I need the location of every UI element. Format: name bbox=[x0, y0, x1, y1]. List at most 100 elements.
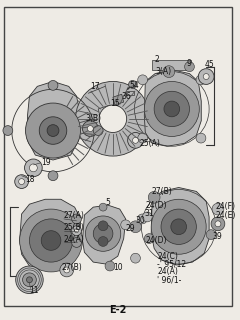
Circle shape bbox=[144, 234, 154, 244]
Circle shape bbox=[105, 261, 115, 271]
Text: 9: 9 bbox=[186, 59, 192, 68]
Circle shape bbox=[24, 159, 42, 177]
Bar bbox=[126, 91, 133, 95]
Polygon shape bbox=[113, 94, 124, 105]
Circle shape bbox=[121, 220, 131, 230]
Circle shape bbox=[130, 221, 141, 233]
Text: 27(B): 27(B) bbox=[151, 187, 172, 196]
Circle shape bbox=[47, 125, 59, 136]
Circle shape bbox=[163, 66, 175, 77]
Circle shape bbox=[41, 231, 61, 250]
Circle shape bbox=[138, 214, 147, 224]
Circle shape bbox=[129, 80, 137, 88]
Circle shape bbox=[30, 219, 73, 262]
Text: 27(A): 27(A) bbox=[64, 212, 85, 220]
Circle shape bbox=[132, 137, 138, 143]
Circle shape bbox=[154, 91, 190, 127]
Circle shape bbox=[185, 62, 194, 72]
Circle shape bbox=[83, 121, 98, 136]
Text: 24(F): 24(F) bbox=[216, 202, 236, 211]
Circle shape bbox=[48, 80, 58, 90]
Circle shape bbox=[72, 237, 82, 247]
Circle shape bbox=[138, 75, 148, 85]
Text: 45: 45 bbox=[204, 60, 214, 69]
Circle shape bbox=[161, 209, 196, 244]
Circle shape bbox=[64, 267, 70, 273]
Circle shape bbox=[99, 105, 127, 132]
Circle shape bbox=[16, 266, 43, 293]
Circle shape bbox=[215, 221, 221, 227]
Polygon shape bbox=[152, 60, 192, 70]
Circle shape bbox=[138, 133, 148, 143]
Text: 24(A): 24(A) bbox=[64, 235, 85, 244]
Text: ' 96/1-: ' 96/1- bbox=[157, 275, 181, 284]
Circle shape bbox=[15, 175, 29, 188]
Text: -' 95/12: -' 95/12 bbox=[157, 260, 186, 268]
Text: 39: 39 bbox=[212, 232, 222, 241]
Circle shape bbox=[196, 133, 206, 143]
Text: 24(C): 24(C) bbox=[157, 252, 178, 261]
Circle shape bbox=[171, 219, 186, 235]
Polygon shape bbox=[98, 105, 112, 117]
Circle shape bbox=[26, 277, 32, 283]
Text: 17: 17 bbox=[90, 82, 100, 91]
Circle shape bbox=[211, 217, 225, 231]
Text: 36: 36 bbox=[122, 92, 132, 101]
Circle shape bbox=[98, 236, 108, 246]
Circle shape bbox=[60, 263, 74, 277]
Circle shape bbox=[87, 126, 93, 132]
Circle shape bbox=[212, 203, 224, 215]
Circle shape bbox=[148, 191, 160, 203]
Text: 29: 29 bbox=[126, 224, 135, 233]
Circle shape bbox=[85, 216, 121, 251]
Circle shape bbox=[93, 126, 103, 135]
Text: 24(D): 24(D) bbox=[145, 201, 167, 210]
Circle shape bbox=[196, 75, 206, 85]
Text: 19: 19 bbox=[41, 158, 51, 167]
Circle shape bbox=[93, 224, 113, 244]
Circle shape bbox=[48, 171, 58, 180]
Circle shape bbox=[75, 229, 78, 233]
Circle shape bbox=[72, 226, 82, 236]
Text: 24(E): 24(E) bbox=[216, 212, 236, 220]
Polygon shape bbox=[151, 188, 209, 265]
Circle shape bbox=[131, 253, 140, 263]
Text: 3(B): 3(B) bbox=[85, 114, 102, 123]
Text: 24(D): 24(D) bbox=[145, 236, 167, 245]
Text: 11: 11 bbox=[30, 286, 39, 295]
Text: 10: 10 bbox=[113, 263, 123, 273]
Circle shape bbox=[198, 69, 214, 84]
Circle shape bbox=[128, 132, 143, 148]
Text: 5: 5 bbox=[105, 198, 110, 207]
Circle shape bbox=[30, 164, 37, 172]
Circle shape bbox=[206, 230, 216, 240]
Text: 2: 2 bbox=[154, 55, 159, 64]
Circle shape bbox=[3, 126, 13, 135]
Circle shape bbox=[76, 82, 150, 156]
Circle shape bbox=[25, 103, 80, 158]
Text: 54: 54 bbox=[130, 81, 139, 90]
Text: 24(A): 24(A) bbox=[157, 268, 178, 276]
Circle shape bbox=[98, 221, 108, 231]
Text: 25(A): 25(A) bbox=[139, 139, 160, 148]
Circle shape bbox=[72, 214, 82, 224]
Text: 30: 30 bbox=[136, 216, 145, 225]
Text: 18: 18 bbox=[25, 175, 35, 184]
Circle shape bbox=[164, 101, 180, 117]
Polygon shape bbox=[20, 199, 80, 270]
Polygon shape bbox=[28, 82, 80, 160]
Polygon shape bbox=[83, 205, 126, 264]
Circle shape bbox=[19, 179, 24, 185]
Circle shape bbox=[99, 203, 107, 211]
Circle shape bbox=[151, 199, 206, 254]
Polygon shape bbox=[144, 70, 201, 146]
Text: 15: 15 bbox=[110, 99, 120, 108]
Text: 3(A): 3(A) bbox=[155, 67, 171, 76]
Text: 31: 31 bbox=[144, 209, 154, 218]
Circle shape bbox=[144, 82, 199, 136]
Circle shape bbox=[23, 273, 36, 287]
Circle shape bbox=[203, 74, 209, 79]
Text: 27(B): 27(B) bbox=[62, 263, 83, 273]
Text: E-2: E-2 bbox=[109, 305, 126, 315]
Circle shape bbox=[39, 117, 67, 144]
